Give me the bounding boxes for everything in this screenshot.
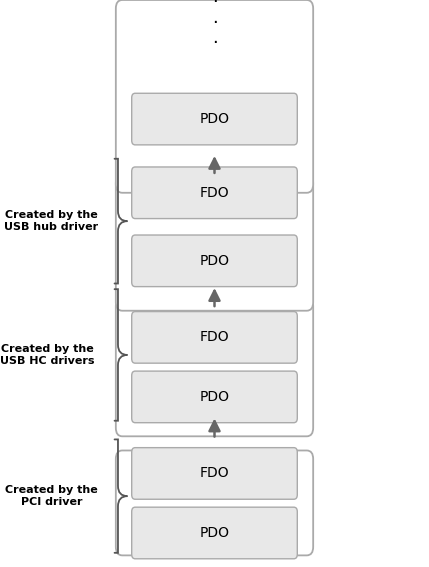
FancyBboxPatch shape (132, 448, 297, 500)
FancyBboxPatch shape (132, 235, 297, 287)
FancyBboxPatch shape (116, 297, 313, 437)
Text: ·
·
·: · · · (211, 0, 218, 53)
Text: PDO: PDO (199, 112, 230, 126)
FancyBboxPatch shape (132, 167, 297, 218)
Text: Created by the
PCI driver: Created by the PCI driver (5, 485, 98, 507)
Text: PDO: PDO (199, 390, 230, 404)
FancyBboxPatch shape (116, 450, 313, 556)
FancyBboxPatch shape (132, 94, 297, 145)
FancyBboxPatch shape (132, 312, 297, 363)
FancyBboxPatch shape (132, 507, 297, 559)
FancyBboxPatch shape (116, 0, 313, 193)
Text: Created by the
USB HC drivers: Created by the USB HC drivers (0, 344, 94, 366)
Text: FDO: FDO (199, 331, 230, 344)
Text: FDO: FDO (199, 467, 230, 480)
Text: FDO: FDO (199, 186, 230, 200)
Text: Created by the
USB hub driver: Created by the USB hub driver (4, 210, 99, 232)
FancyBboxPatch shape (132, 371, 297, 423)
Text: PDO: PDO (199, 254, 230, 268)
Text: PDO: PDO (199, 526, 230, 540)
FancyBboxPatch shape (116, 175, 313, 311)
